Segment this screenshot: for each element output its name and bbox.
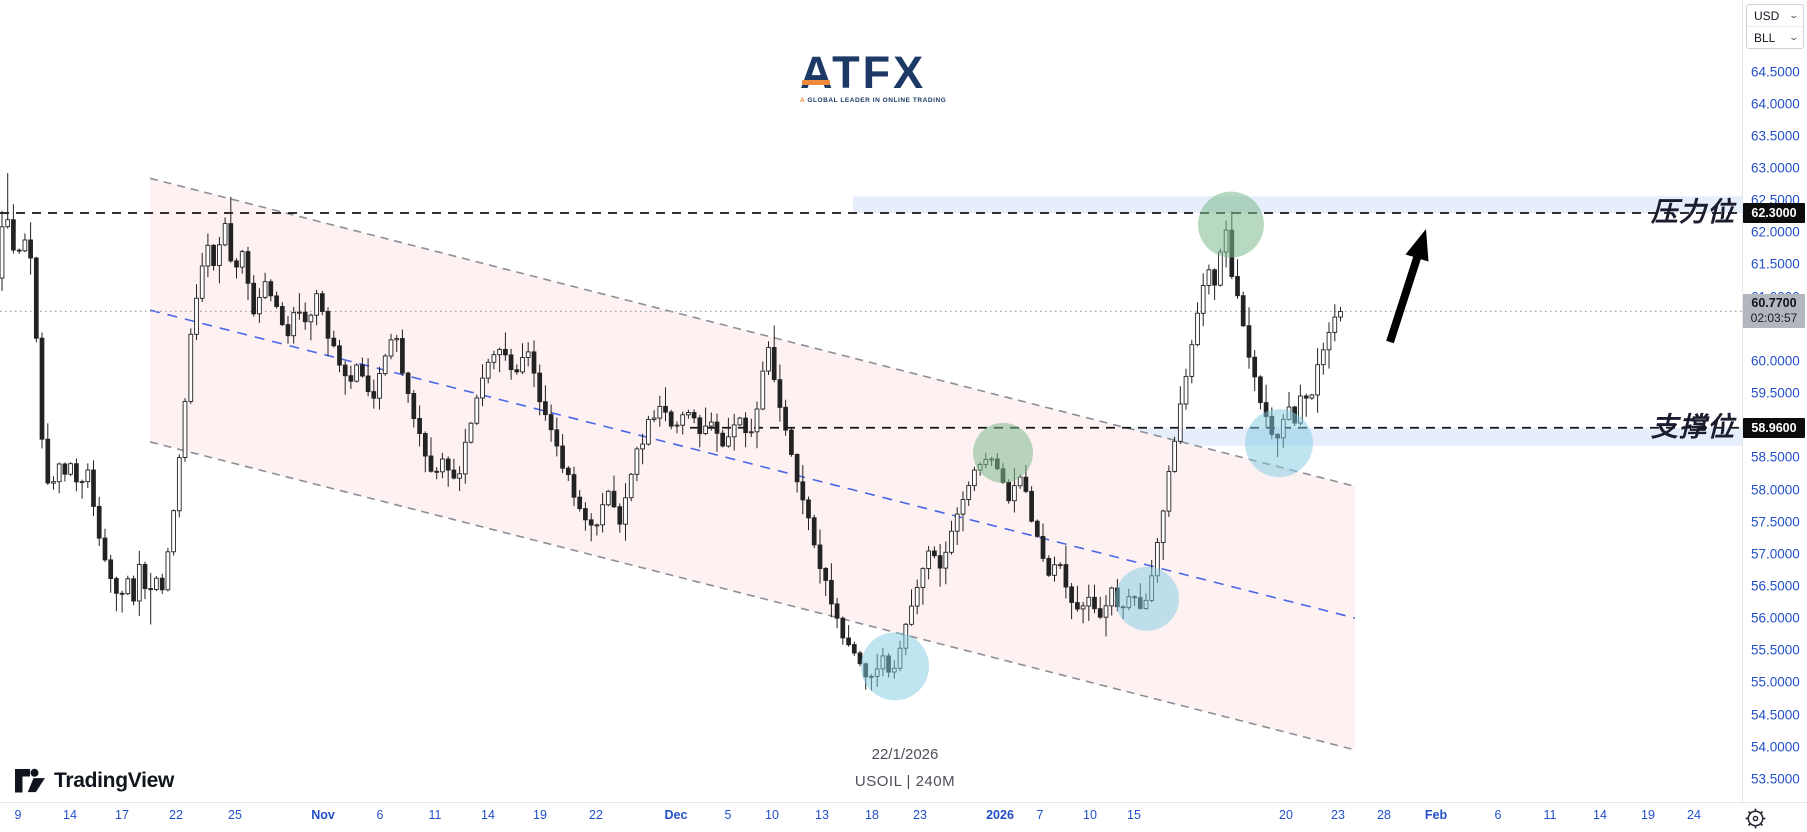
price-tick: 55.5000: [1751, 642, 1800, 658]
price-tick: 60.0000: [1751, 353, 1800, 369]
price-tick: 54.0000: [1751, 739, 1800, 755]
time-tick: 11: [1543, 808, 1557, 822]
time-tick: 19: [1641, 808, 1655, 822]
price-tick: 56.5000: [1751, 578, 1800, 594]
time-tick: 14: [63, 808, 77, 822]
tradingview-logo[interactable]: TradingView: [14, 768, 174, 794]
resistance-zone: [853, 196, 1742, 214]
axis-unit-panel: USD ⌄ BLL ⌄: [1746, 4, 1804, 49]
time-tick: 25: [228, 808, 242, 822]
time-tick: 7: [1036, 808, 1044, 822]
highlight-circle-green: [1198, 191, 1264, 258]
time-tick: 23: [913, 808, 927, 822]
atfx-logo-text: ATFX: [800, 47, 927, 98]
time-tick: 10: [1083, 808, 1097, 822]
time-tick: Nov: [311, 808, 335, 822]
time-tick: 14: [481, 808, 495, 822]
support-price-badge: 58.9600: [1743, 417, 1805, 438]
price-tick: 53.5000: [1751, 771, 1800, 787]
price-tick: 63.0000: [1751, 160, 1800, 176]
time-tick: Dec: [664, 808, 688, 822]
price-axis-separator: [1742, 0, 1743, 802]
price-tick: 57.0000: [1751, 546, 1800, 562]
resistance-level-label: 压力位: [1651, 196, 1735, 227]
time-tick: 6: [1494, 808, 1502, 822]
time-axis-separator: [0, 802, 1807, 803]
highlight-circle-cyan: [861, 632, 929, 701]
chevron-down-icon: ⌄: [1788, 10, 1800, 20]
price-tick: 55.0000: [1751, 674, 1800, 690]
time-tick: 6: [376, 808, 384, 822]
time-tick: 11: [428, 808, 442, 822]
last-price-badge: 60.7700 02:03:57: [1743, 294, 1805, 329]
highlight-circle-cyan: [1115, 566, 1179, 631]
support-level-label: 支撑位: [1651, 411, 1735, 442]
time-tick: 24: [1687, 808, 1701, 822]
candle-bodies: [0, 219, 1343, 678]
bar-countdown: 02:03:57: [1750, 311, 1798, 326]
time-tick: 2026: [986, 808, 1014, 822]
chevron-down-icon: ⌄: [1788, 32, 1800, 42]
highlight-circle-green: [973, 422, 1033, 483]
price-axis[interactable]: 62.3000 60.7700 02:03:57 58.9600 64.5000…: [1742, 0, 1807, 802]
up-arrow-icon: [1386, 229, 1429, 344]
time-tick: 14: [1593, 808, 1607, 822]
currency-dropdown[interactable]: USD ⌄: [1747, 5, 1803, 26]
footer-symbol-timeframe: USOIL | 240M: [854, 773, 956, 790]
time-tick: 17: [115, 808, 129, 822]
time-tick: 18: [865, 808, 879, 822]
price-tick: 64.5000: [1751, 64, 1800, 80]
atfx-orange-dash-icon: [802, 80, 830, 85]
footer-date: 22/1/2026: [871, 746, 939, 763]
time-tick: 10: [765, 808, 779, 822]
time-tick: 22: [169, 808, 183, 822]
price-tick: 61.5000: [1751, 256, 1800, 272]
atfx-logo: ATFX A GLOBAL LEADER IN ONLINE TRADING: [800, 47, 947, 104]
currency-value: USD: [1754, 8, 1780, 23]
time-tick: 22: [589, 808, 603, 822]
resistance-price-badge: 62.3000: [1743, 203, 1805, 223]
atfx-tagline: A GLOBAL LEADER IN ONLINE TRADING: [800, 97, 947, 104]
time-axis[interactable]: 9 14 17 22 25 Nov 6 11 14 19 22 Dec 5 10 13 18 23 2026 7 10…: [0, 803, 1807, 832]
time-tick: 23: [1331, 808, 1345, 822]
time-tick: 15: [1127, 808, 1141, 822]
price-tick: 58.0000: [1751, 482, 1800, 497]
channel-mid-line[interactable]: [149, 309, 1356, 619]
price-tick: 59.5000: [1751, 385, 1800, 401]
settings-gear-icon[interactable]: [1744, 807, 1767, 830]
highlight-circle-cyan: [1245, 409, 1313, 478]
price-tick: 64.0000: [1751, 96, 1800, 112]
unit-dropdown[interactable]: BLL ⌄: [1747, 26, 1803, 48]
time-tick: 19: [533, 808, 547, 822]
time-tick: 20: [1279, 808, 1293, 822]
time-tick: 9: [14, 808, 22, 822]
tradingview-logo-text: TradingView: [54, 769, 175, 792]
footer-info: 22/1/2026 USOIL | 240M: [855, 746, 955, 790]
time-tick: 13: [815, 808, 829, 822]
channel-upper-line[interactable]: [149, 177, 1356, 488]
price-tick: 56.0000: [1751, 610, 1800, 626]
price-tick: 63.5000: [1751, 128, 1800, 144]
time-tick: 28: [1377, 808, 1391, 822]
price-tick: 58.5000: [1751, 449, 1800, 465]
unit-value: BLL: [1754, 30, 1776, 45]
time-tick: 5: [724, 808, 732, 822]
time-tick: Feb: [1424, 808, 1448, 822]
tradingview-mark-icon: [15, 768, 45, 793]
price-tick: 62.0000: [1751, 224, 1800, 240]
price-tick: 54.5000: [1751, 707, 1800, 723]
channel-lower-line[interactable]: [149, 441, 1356, 751]
price-tick: 57.5000: [1751, 514, 1800, 530]
